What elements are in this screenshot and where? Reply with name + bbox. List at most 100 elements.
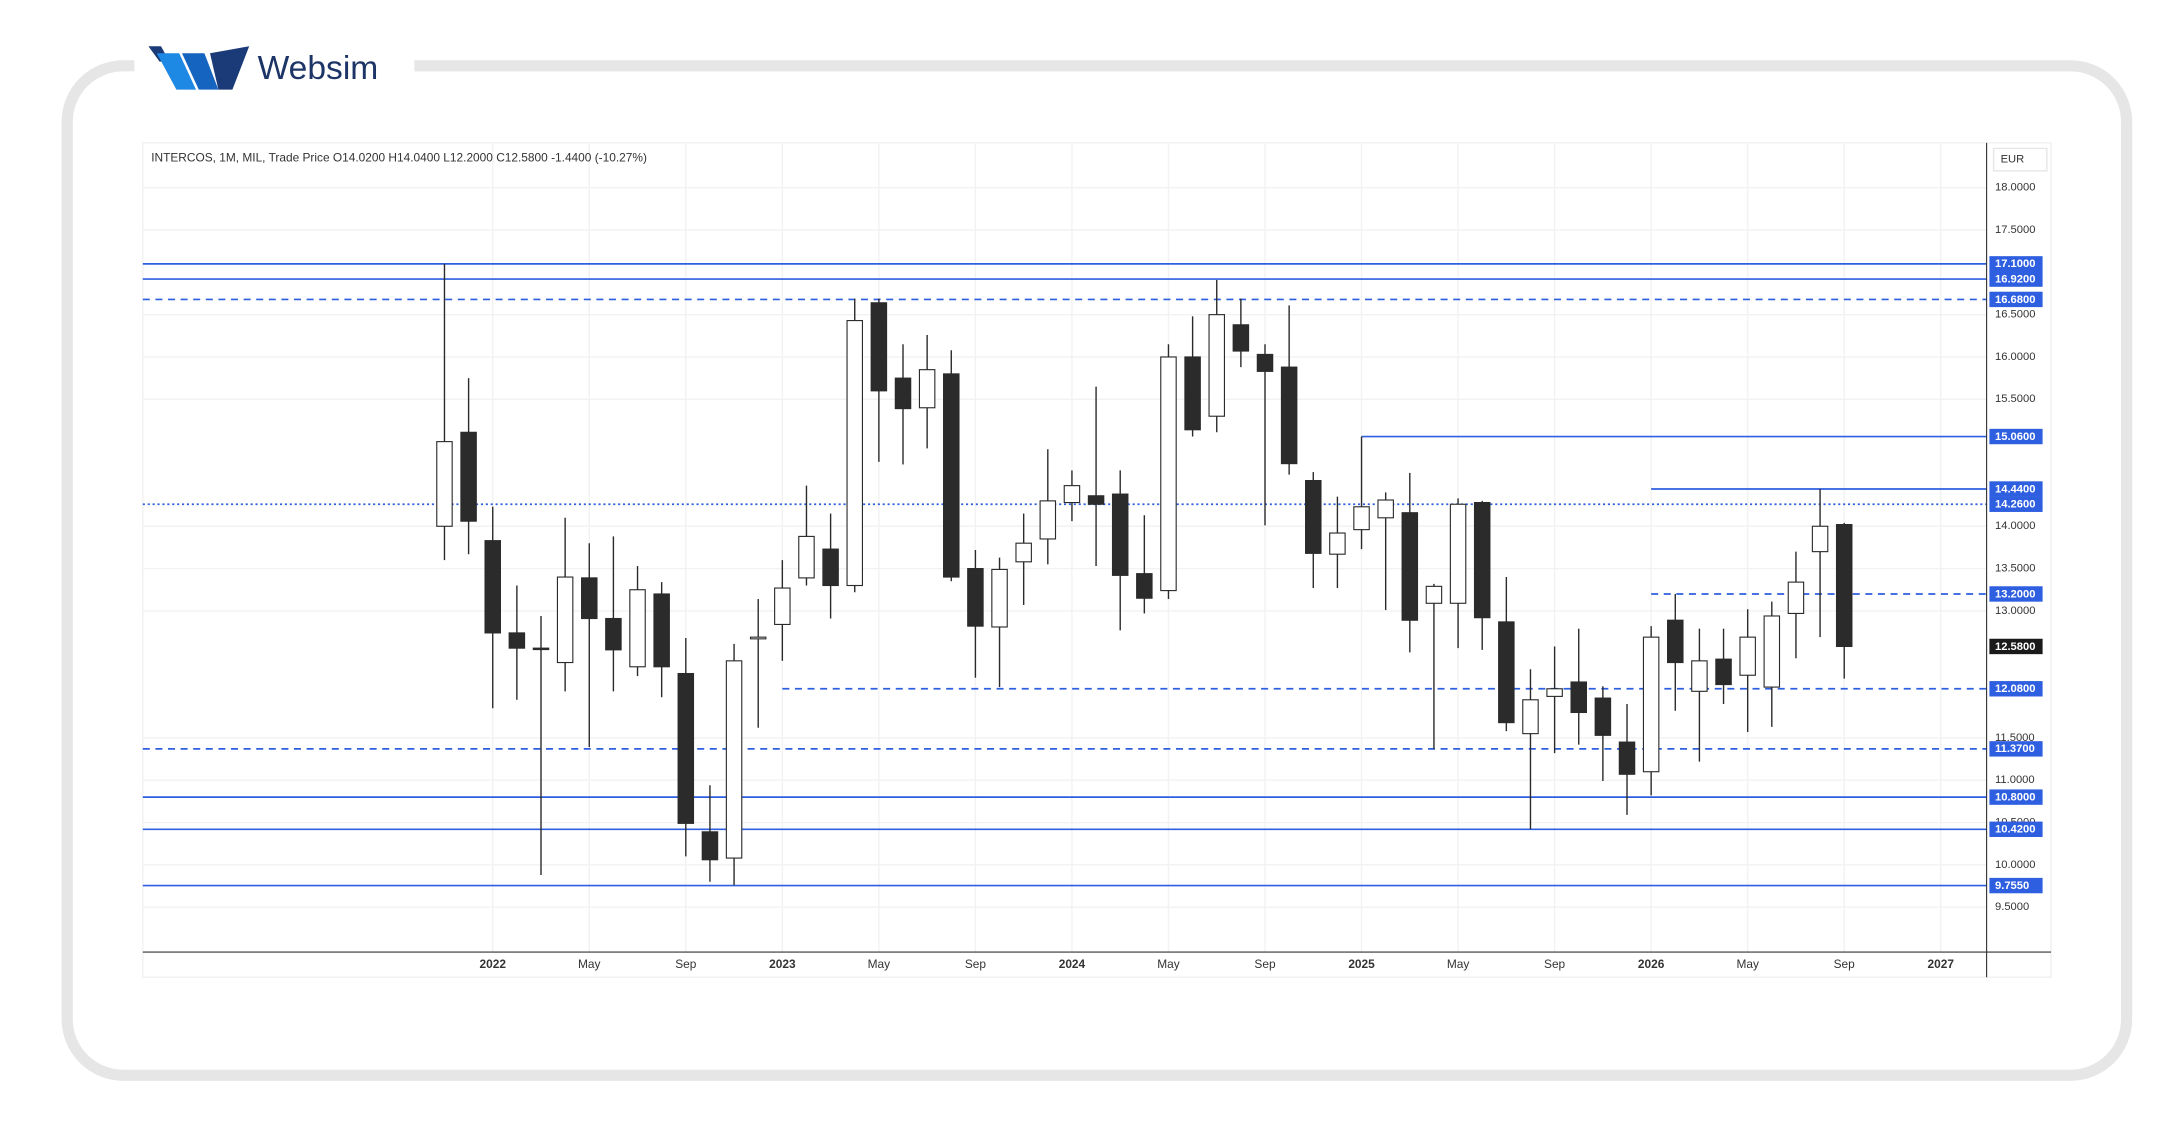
- candles: [436, 263, 1853, 886]
- level-label: 16.9200: [1995, 273, 2035, 285]
- candle-body: [1305, 479, 1322, 554]
- candle-body: [1498, 621, 1515, 724]
- candle-body: [1691, 660, 1708, 692]
- candle-body: [436, 441, 453, 527]
- candle-body: [1835, 524, 1853, 648]
- candle-body: [1811, 525, 1829, 553]
- candle-body: [846, 320, 863, 587]
- y-tick-label: 16.0000: [1995, 351, 2035, 363]
- candle-body: [1473, 501, 1491, 619]
- candle-body: [1232, 324, 1250, 352]
- x-tick-label: 2024: [1059, 957, 1086, 971]
- candle-body: [894, 377, 912, 410]
- candle-body: [1401, 512, 1419, 621]
- level-label: 12.0800: [1995, 683, 2035, 695]
- y-tick-label: 11.5000: [1995, 732, 2035, 744]
- candle-body: [1449, 503, 1467, 604]
- y-tick-label: 15.5000: [1995, 393, 2035, 405]
- candle-body: [1039, 500, 1057, 540]
- y-tick-label: 16.5000: [1995, 309, 2035, 321]
- level-label-box: [1989, 741, 2043, 757]
- level-label-box: [1989, 481, 2043, 497]
- levels: [142, 263, 1987, 887]
- level-label-box: [1989, 428, 2043, 445]
- candle-body: [532, 647, 550, 651]
- candle-body: [870, 302, 888, 392]
- level-label: 14.2600: [1995, 499, 2035, 511]
- level-label: 17.1000: [1995, 258, 2035, 270]
- candle-body: [774, 587, 791, 626]
- y-tick-label: 17.5000: [1995, 224, 2035, 236]
- x-tick-label: Sep: [675, 957, 697, 971]
- candle-body: [943, 373, 960, 578]
- y-tick-label: 10.0000: [1995, 859, 2035, 871]
- last-price-label: 12.5800: [1995, 641, 2035, 653]
- y-tick-label: 18.0000: [1995, 182, 2035, 194]
- candle-body: [1667, 619, 1684, 664]
- level-label-box: [1989, 496, 2043, 512]
- candle-body: [629, 589, 646, 668]
- candle-body: [1280, 366, 1298, 465]
- level-label-box: [1989, 586, 2043, 602]
- candle-body: [822, 548, 839, 587]
- candle-body: [1208, 314, 1226, 417]
- chart-panel: [142, 142, 2052, 978]
- candle-body: [1353, 506, 1370, 531]
- candle-body: [1522, 699, 1539, 735]
- candle-body: [1136, 573, 1153, 599]
- candle-body: [1256, 353, 1274, 372]
- candle-body: [508, 632, 526, 649]
- chart-title: INTERCOS, 1M, MIL, Trade Price O14.0200 …: [151, 150, 647, 164]
- x-tick-label: 2026: [1638, 957, 1665, 971]
- level-label: 10.4200: [1995, 824, 2035, 836]
- grid: [142, 142, 1987, 953]
- candle-body: [653, 593, 670, 668]
- x-tick-label: May: [578, 957, 601, 971]
- candle-body: [991, 568, 1008, 628]
- candle-body: [460, 431, 477, 522]
- candle-body: [1570, 681, 1588, 714]
- candle-body: [1063, 485, 1081, 504]
- candle-body: [1546, 688, 1563, 697]
- candle-body: [1425, 585, 1443, 604]
- level-label-box: [1989, 877, 2043, 894]
- y-tick-label: 13.0000: [1995, 605, 2035, 617]
- level-label-box: [1989, 789, 2043, 805]
- level-label-box: [1989, 256, 2043, 272]
- candle-body: [1087, 495, 1105, 505]
- logo-text: Websim: [258, 50, 379, 87]
- candle-body: [701, 831, 719, 861]
- x-tick-label: 2022: [480, 957, 507, 971]
- candle-body: [1160, 356, 1177, 592]
- x-tick-label: 2025: [1348, 957, 1375, 971]
- level-label: 16.6800: [1995, 294, 2035, 306]
- y-tick-label: 14.0000: [1995, 520, 2035, 532]
- candle-body: [749, 636, 767, 640]
- level-label-box: [1989, 291, 2043, 308]
- level-label: 10.8000: [1995, 791, 2035, 803]
- candle-body: [1111, 493, 1129, 576]
- candle-body: [1377, 499, 1394, 519]
- x-tick-label: Sep: [1544, 957, 1566, 971]
- x-tick-label: Sep: [1254, 957, 1276, 971]
- candle-body: [484, 540, 501, 634]
- level-label-box: [1989, 681, 2043, 697]
- axis-labels: 2022 May Sep 2023 May Sep 2024 May Sep 2025 May Sep…: [480, 182, 2043, 971]
- candle-body: [918, 369, 936, 409]
- candle-body: [1618, 741, 1636, 775]
- currency-box: [1992, 147, 2048, 172]
- level-label-box: [1989, 821, 2043, 837]
- y-tick-label: 9.5000: [1995, 901, 2029, 913]
- candle-body: [556, 576, 574, 664]
- level-label: 15.0600: [1995, 431, 2035, 443]
- x-tick-label: May: [1447, 957, 1470, 971]
- level-label: 14.4400: [1995, 483, 2035, 495]
- candle-body: [1763, 615, 1781, 688]
- candle-body: [798, 535, 815, 579]
- candle-body: [1184, 356, 1201, 431]
- x-tick-label: May: [1736, 957, 1759, 971]
- candle-body: [1787, 581, 1805, 615]
- candle-body: [725, 660, 743, 859]
- level-label: 13.2000: [1995, 588, 2035, 600]
- level-label: 11.3700: [1995, 743, 2035, 755]
